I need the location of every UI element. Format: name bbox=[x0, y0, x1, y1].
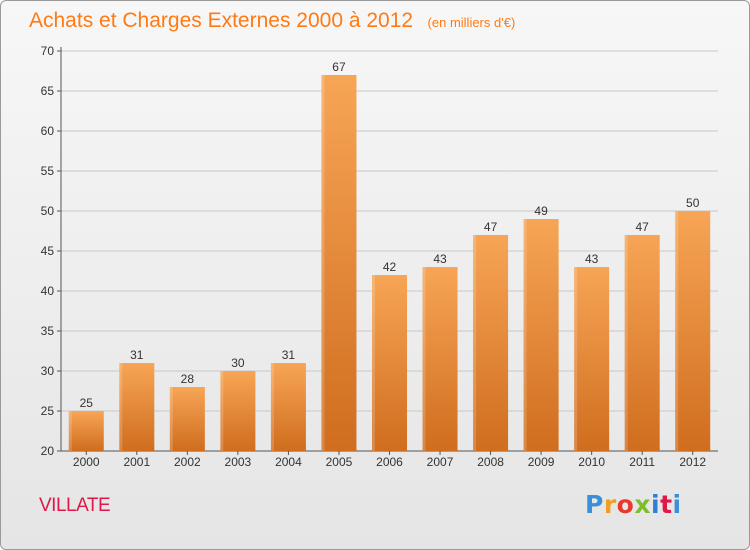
x-tick-label: 2008 bbox=[477, 455, 504, 469]
data-label: 67 bbox=[332, 60, 346, 74]
y-tick-label: 30 bbox=[41, 364, 55, 378]
data-label: 47 bbox=[484, 220, 498, 234]
x-tick-label: 2007 bbox=[427, 455, 454, 469]
bar-highlight bbox=[220, 371, 224, 451]
bar-2012 bbox=[675, 211, 711, 451]
chart-title: Achats et Charges Externes 2000 à 2012 bbox=[29, 9, 414, 32]
y-tick-label: 65 bbox=[41, 84, 55, 98]
x-tick-label: 2012 bbox=[679, 455, 706, 469]
x-tick-label: 2006 bbox=[376, 455, 403, 469]
y-tick-label: 70 bbox=[41, 44, 55, 58]
data-label: 49 bbox=[534, 204, 548, 218]
bar-highlight bbox=[624, 235, 628, 451]
place-name: VILLATE bbox=[39, 495, 111, 516]
y-tick-label: 35 bbox=[41, 324, 55, 338]
x-tick-label: 2009 bbox=[528, 455, 555, 469]
data-label: 43 bbox=[433, 252, 447, 266]
y-tick-label: 45 bbox=[41, 244, 55, 258]
data-label: 31 bbox=[282, 348, 296, 362]
bar-highlight bbox=[473, 235, 477, 451]
bar-2006 bbox=[372, 275, 407, 451]
bar-highlight bbox=[574, 267, 578, 451]
y-tick-label: 25 bbox=[41, 404, 55, 418]
bar-highlight bbox=[372, 275, 375, 451]
bar-2003 bbox=[220, 371, 256, 451]
chart-subtitle: (en milliers d'€) bbox=[427, 15, 516, 30]
x-tick-label: 2003 bbox=[225, 455, 252, 469]
bar-2004 bbox=[270, 363, 306, 451]
x-tick-label: 2005 bbox=[326, 455, 353, 469]
bar-2007 bbox=[422, 267, 458, 451]
labels: 20 25 30 35 40 45 50 55 60 65 70 25 2000 31 2001 28 2002… bbox=[41, 44, 707, 469]
data-label: 50 bbox=[686, 196, 700, 210]
bar-highlight bbox=[422, 267, 426, 451]
x-tick-label: 2004 bbox=[275, 455, 302, 469]
bar-highlight bbox=[169, 387, 173, 451]
bar-highlight bbox=[321, 75, 325, 451]
proxiti-logo: Proxiti bbox=[585, 490, 682, 519]
bar-2000 bbox=[68, 411, 104, 451]
bar-highlight bbox=[270, 363, 274, 451]
bar-2010 bbox=[574, 267, 610, 451]
y-tick-label: 55 bbox=[41, 164, 55, 178]
y-tick-label: 20 bbox=[41, 444, 55, 458]
bar-2005 bbox=[321, 75, 357, 451]
title-row: Achats et Charges Externes 2000 à 2012 (… bbox=[29, 9, 515, 33]
x-tick-label: 2011 bbox=[629, 455, 655, 469]
y-tick-label: 50 bbox=[41, 204, 55, 218]
y-tick-label: 60 bbox=[41, 124, 55, 138]
x-tick-label: 2001 bbox=[123, 455, 150, 469]
data-label: 28 bbox=[181, 372, 195, 386]
bar-2011 bbox=[624, 235, 660, 451]
data-label: 42 bbox=[383, 260, 397, 274]
bar-2009 bbox=[523, 219, 559, 451]
bar-highlight bbox=[675, 211, 679, 451]
data-label: 47 bbox=[636, 220, 650, 234]
bar-2002 bbox=[169, 387, 205, 451]
y-tick-label: 40 bbox=[41, 284, 55, 298]
bar-highlight bbox=[68, 411, 72, 451]
data-label: 31 bbox=[130, 348, 144, 362]
bar-highlight bbox=[119, 363, 123, 451]
data-label: 43 bbox=[585, 252, 599, 266]
x-tick-label: 2002 bbox=[174, 455, 201, 469]
data-label: 25 bbox=[80, 396, 94, 410]
bar-highlight bbox=[523, 219, 527, 451]
data-label: 30 bbox=[231, 356, 245, 370]
bars bbox=[68, 75, 711, 451]
bar-2001 bbox=[119, 363, 155, 451]
x-tick-label: 2000 bbox=[73, 455, 100, 469]
x-tick-label: 2010 bbox=[578, 455, 605, 469]
bar-2008 bbox=[473, 235, 509, 451]
